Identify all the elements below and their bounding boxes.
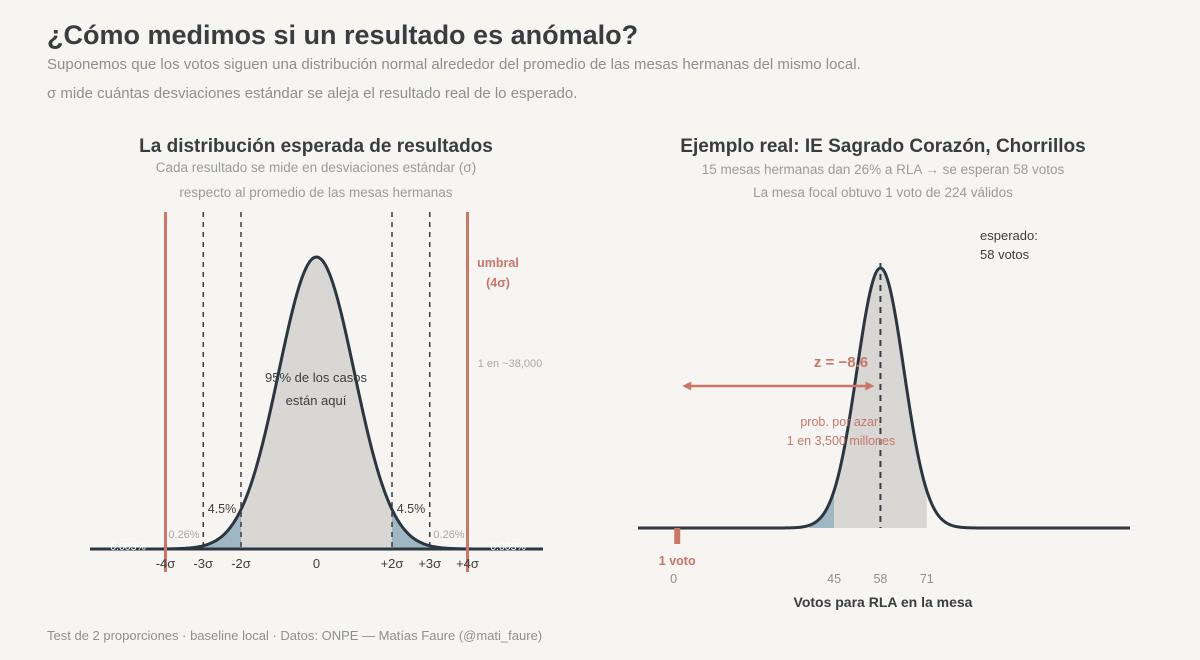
prob-label-2: 1 en 3,500 millones [787, 434, 895, 448]
right-tail-area [809, 490, 835, 528]
right-panel-subtitle-1: 15 mesas hermanas dan 26% a RLA → se esp… [702, 162, 1065, 177]
right-panel: Ejemplo real: IE Sagrado Corazón, Chorri… [638, 136, 1130, 610]
left-x-tick-label: -4σ [156, 556, 176, 571]
threshold-label-1: umbral [477, 256, 519, 270]
left-inner-label-left: 0.26% [168, 529, 199, 541]
prob-label-1: prob. por azar: [800, 415, 881, 429]
right-panel-subtitle-2: La mesa focal obtuvo 1 voto de 224 válid… [753, 185, 1013, 200]
threshold-note: 1 en ~38,000 [478, 358, 543, 370]
left-tail-area-left [203, 509, 241, 549]
right-mean-label-1: esperado: [980, 228, 1038, 243]
threshold-label-2: (4σ) [486, 276, 510, 290]
right-x-axis-label: Votos para RLA en la mesa [794, 594, 973, 610]
z-arrow-head-left [682, 381, 692, 391]
observed-vote-marker [674, 528, 681, 544]
page-subtitle-2: σ mide cuántas desviaciones estándar se … [47, 85, 578, 102]
right-normal-curve [638, 266, 1130, 530]
left-inner-label-right: 0.26% [433, 529, 464, 541]
right-panel-title: Ejemplo real: IE Sagrado Corazón, Chorri… [680, 136, 1085, 157]
left-tail-label-left: 4.5% [208, 502, 237, 516]
z-score-label: z = −8.6 [814, 354, 868, 371]
page-subtitle-1: Suponemos que los votos siguen una distr… [47, 56, 861, 73]
left-x-tick-label: 0 [313, 556, 320, 571]
right-x-tick-label: 71 [920, 572, 934, 586]
left-panel: La distribución esperada de resultados C… [90, 136, 543, 572]
z-arrow-head-right [865, 381, 875, 391]
left-tail-label-right: 4.5% [397, 502, 426, 516]
right-x-tick-label: 0 [670, 572, 677, 586]
footer-credits: Test de 2 proporciones · baseline local … [47, 628, 543, 643]
left-center-label-1: 95% de los casos [265, 370, 367, 385]
right-mean-label-2: 58 votos [980, 247, 1030, 262]
left-x-tick-label: +3σ [418, 556, 441, 571]
left-outer-label-right: 0.003% [490, 541, 526, 553]
right-x-tick-label: 45 [827, 572, 841, 586]
page-title: ¿Cómo medimos si un resultado es anómalo… [47, 20, 639, 50]
left-tail-area-right [392, 509, 430, 549]
left-panel-subtitle-1: Cada resultado se mide en desviaciones e… [156, 160, 477, 175]
left-outer-label-left: 0.003% [110, 541, 146, 553]
left-panel-subtitle-2: respecto al promedio de las mesas herman… [179, 185, 452, 200]
left-x-tick-label: +4σ [456, 556, 479, 571]
left-x-tick-label: +2σ [381, 556, 404, 571]
left-x-tick-label: -2σ [231, 556, 251, 571]
left-center-area [241, 257, 392, 549]
left-x-tick-label: -3σ [193, 556, 213, 571]
left-center-label-2: están aquí [286, 393, 347, 408]
right-x-tick-label: 58 [873, 572, 887, 586]
left-panel-title: La distribución esperada de resultados [139, 136, 493, 157]
observed-vote-label: 1 voto [659, 554, 696, 568]
